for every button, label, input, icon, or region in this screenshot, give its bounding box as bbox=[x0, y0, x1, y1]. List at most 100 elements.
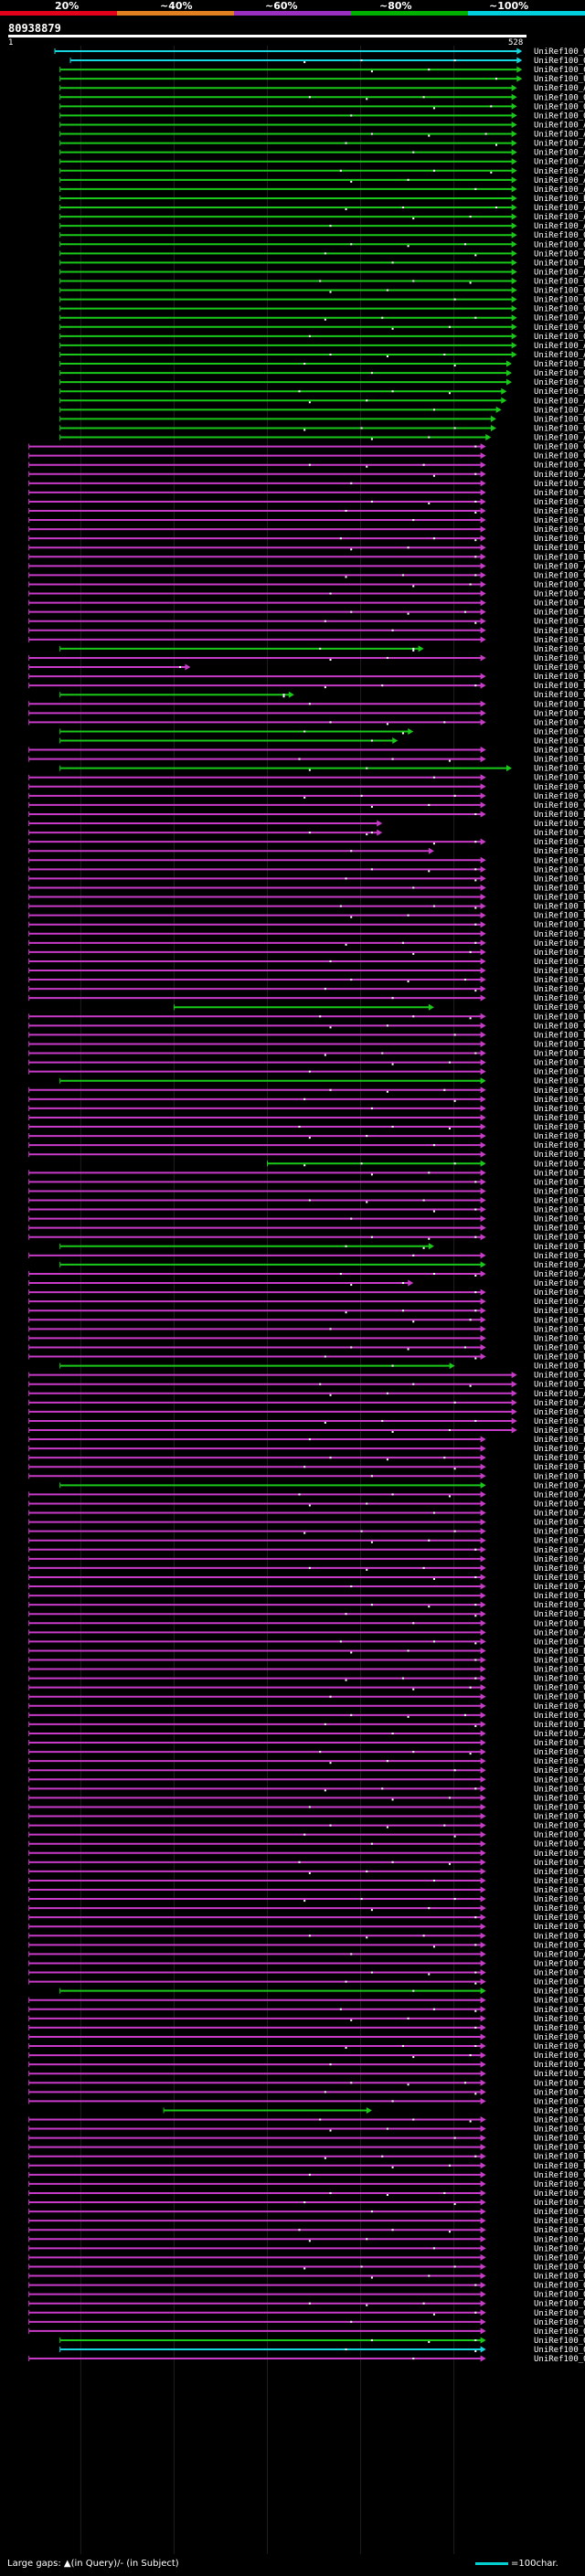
hit-row[interactable]: UniRef100_A9TQD7 bbox=[59, 406, 585, 415]
hit-label[interactable]: UniRef100_A7L2S9 bbox=[534, 131, 585, 140]
hit-label[interactable]: UniRef100_A9RI36 bbox=[534, 1298, 585, 1307]
hit-label[interactable]: UniRef100_Q8GUD4 bbox=[534, 2282, 585, 2291]
hit-label[interactable]: UniRef100_UPI000... bbox=[534, 654, 585, 663]
hit-row[interactable]: UniRef100_B7TG92 bbox=[28, 1123, 585, 1132]
hit-label[interactable]: UniRef100_B6S321 bbox=[534, 682, 585, 691]
hit-label[interactable]: UniRef100_Q2Q966 bbox=[534, 1941, 585, 1950]
hit-label[interactable]: UniRef100_A4FT67 bbox=[534, 985, 585, 994]
hit-label[interactable]: UniRef100_B8XQZ1 bbox=[534, 1610, 585, 1619]
hit-row[interactable]: UniRef100_Q64ZY9 bbox=[59, 305, 585, 314]
hit-row[interactable]: UniRef100_Q41111 bbox=[69, 57, 585, 66]
hit-label[interactable]: UniRef100_Q9FE22 bbox=[534, 1859, 585, 1868]
hit-row[interactable]: UniRef100_A9P5B5 bbox=[59, 397, 585, 406]
hit-row[interactable]: UniRef100_Q8GUD0 bbox=[28, 2300, 585, 2309]
hit-row[interactable]: UniRef100_Q41189 bbox=[28, 2355, 585, 2364]
hit-row[interactable]: UniRef100_Q8GUE0 bbox=[28, 1895, 585, 1904]
hit-label[interactable]: UniRef100_UPI000... bbox=[534, 1739, 585, 1748]
hit-row[interactable]: UniRef100_A7P0M0 bbox=[28, 2253, 585, 2263]
hit-label[interactable]: UniRef100_P29287 bbox=[534, 1592, 585, 1601]
hit-row[interactable]: UniRef100_Q9M3R3 bbox=[59, 765, 585, 774]
hit-label[interactable]: UniRef100_B7TG64 bbox=[534, 1059, 585, 1068]
hit-row[interactable]: UniRef100_Q2UQJ1 bbox=[28, 1087, 585, 1096]
hit-label[interactable]: UniRef100_Q39386 bbox=[534, 369, 585, 378]
hit-label[interactable]: UniRef100_C6FBK0 bbox=[534, 1215, 585, 1224]
hit-row[interactable]: UniRef100_C0E9D9 bbox=[28, 709, 585, 718]
hit-row[interactable]: UniRef100_Q8GUD1 bbox=[28, 2033, 585, 2042]
hit-label[interactable]: UniRef100_Q7FPL3 bbox=[534, 1904, 585, 1913]
hit-row[interactable]: UniRef100_B4G1M1 bbox=[28, 636, 585, 645]
hit-label[interactable]: UniRef100_A7P0N2 bbox=[534, 1270, 585, 1279]
hit-label[interactable]: UniRef100_Q1H4H3 bbox=[534, 287, 585, 296]
hit-label[interactable]: UniRef100_Q5QN22 bbox=[534, 627, 585, 636]
hit-label[interactable]: UniRef100_B7TFJ6 bbox=[534, 921, 585, 930]
hit-row[interactable]: UniRef100_B8Y3W6 bbox=[28, 847, 585, 856]
hit-label[interactable]: UniRef100_Q41347 bbox=[534, 2199, 585, 2208]
hit-row[interactable]: UniRef100_Q7S0L8 bbox=[28, 2171, 585, 2180]
hit-row[interactable]: UniRef100_B7TG72 bbox=[28, 1206, 585, 1215]
hit-row[interactable]: UniRef100_B4FK00 bbox=[28, 1472, 585, 1481]
hit-row[interactable]: UniRef100_Q6S55L bbox=[28, 2217, 585, 2226]
hit-row[interactable]: UniRef100_Q2LNQ0 bbox=[28, 1932, 585, 1941]
hit-label[interactable]: UniRef100_Q2XFW2 bbox=[534, 2189, 585, 2199]
hit-row[interactable]: UniRef100_Q5G141 bbox=[28, 774, 585, 783]
hit-label[interactable]: UniRef100_Q7VF38 bbox=[534, 1160, 585, 1169]
hit-label[interactable]: UniRef100_B8X041 bbox=[534, 1353, 585, 1362]
hit-row[interactable]: UniRef100_Q6JV12 bbox=[28, 1528, 585, 1537]
hit-label[interactable]: UniRef100_B9S697 bbox=[534, 1978, 585, 1988]
hit-label[interactable]: UniRef100_B7TFI7 bbox=[534, 958, 585, 967]
hit-row[interactable]: UniRef100_B7TG71 bbox=[28, 1012, 585, 1022]
hit-row[interactable]: UniRef100_A2X854 bbox=[28, 562, 585, 571]
hit-label[interactable]: UniRef100_Q9FE21 bbox=[534, 1868, 585, 1877]
hit-row[interactable]: UniRef100_B9ABD0 bbox=[28, 1564, 585, 1574]
hit-row[interactable]: UniRef100_B7TG80 bbox=[28, 1178, 585, 1187]
hit-row[interactable]: UniRef100_B7TFL4 bbox=[28, 756, 585, 765]
hit-row[interactable]: UniRef100_Q8GUD4 bbox=[28, 2282, 585, 2291]
hit-row[interactable]: UniRef100_B9S6N6 bbox=[28, 1693, 585, 1702]
hit-row[interactable]: UniRef100_Q6PX14 bbox=[59, 296, 585, 305]
hit-label[interactable]: UniRef100_Q9SUR4 bbox=[534, 1454, 585, 1463]
hit-label[interactable]: UniRef100_Q5VK05 bbox=[534, 240, 585, 249]
hit-label[interactable]: UniRef100_Q41111 bbox=[534, 57, 585, 66]
hit-row[interactable]: UniRef100_B7TG81 bbox=[28, 1141, 585, 1150]
hit-label[interactable]: UniRef100_P42759 bbox=[534, 599, 585, 609]
hit-label[interactable]: UniRef100_Q9ZRZ5 bbox=[534, 1372, 585, 1381]
hit-label[interactable]: UniRef100_Q23957 bbox=[534, 2051, 585, 2061]
hit-label[interactable]: UniRef100_Q41186 bbox=[534, 2226, 585, 2235]
hit-row[interactable]: UniRef100_B9J220 bbox=[28, 1657, 585, 1666]
hit-row[interactable]: UniRef100_Q5G0W7 bbox=[28, 865, 585, 875]
hit-label[interactable]: UniRef100_A9X1M6 bbox=[534, 1628, 585, 1638]
hit-label[interactable]: UniRef100_Q7S0T6 bbox=[534, 1519, 585, 1528]
hit-row[interactable]: UniRef100_B7U0Z2 bbox=[59, 1077, 585, 1087]
hit-label[interactable]: UniRef100_B7TFI1 bbox=[534, 949, 585, 958]
hit-label[interactable]: UniRef100_Q8GUD8 bbox=[534, 2309, 585, 2318]
hit-row[interactable]: UniRef100_C6KXD8 bbox=[28, 461, 585, 471]
hit-label[interactable]: UniRef100_B7TG71 bbox=[534, 1012, 585, 1022]
hit-label[interactable]: UniRef100_C5Y1C0 bbox=[534, 838, 585, 847]
hit-row[interactable]: UniRef100_Q8SRR8 bbox=[28, 1417, 585, 1426]
hit-label[interactable]: UniRef100_Q2Q634 bbox=[534, 2144, 585, 2153]
hit-row[interactable]: UniRef100_Q71VK0 bbox=[59, 323, 585, 333]
hit-row[interactable]: UniRef100_Q23957 bbox=[28, 2051, 585, 2061]
hit-label[interactable]: UniRef100_B8Y3W6 bbox=[534, 847, 585, 856]
hit-row[interactable]: UniRef100_Q5ZTR5 bbox=[28, 1343, 585, 1352]
hit-label[interactable]: UniRef100_Q8GUD5 bbox=[534, 2291, 585, 2300]
hit-row[interactable]: UniRef100_A9PI59 bbox=[59, 1261, 585, 1270]
hit-label[interactable]: UniRef100_Q6L8H6 bbox=[534, 2006, 585, 2015]
hit-row[interactable]: UniRef100_Q6RA28 bbox=[28, 618, 585, 627]
hit-row[interactable]: UniRef100_B8X043 bbox=[28, 875, 585, 884]
hit-row[interactable]: UniRef100_Q8GUD6 bbox=[28, 2125, 585, 2135]
hit-row[interactable]: UniRef100_B6S321 bbox=[28, 682, 585, 691]
hit-label[interactable]: UniRef100_A7L2T9 bbox=[534, 140, 585, 149]
hit-row[interactable]: UniRef100_B7TG64 bbox=[28, 1059, 585, 1068]
hit-row[interactable]: UniRef100_Q3XE95 bbox=[59, 333, 585, 342]
hit-row[interactable]: UniRef100_Q5G135 bbox=[28, 783, 585, 792]
hit-label[interactable]: UniRef100_B6V9P4 bbox=[534, 1619, 585, 1628]
hit-label[interactable]: UniRef100_Q8YYU0 bbox=[534, 691, 585, 700]
hit-label[interactable]: UniRef100_Q7V045 bbox=[534, 663, 585, 673]
hit-row[interactable]: UniRef100_A7P0N2 bbox=[28, 1270, 585, 1279]
hit-row[interactable]: UniRef100_A9X1M5 bbox=[28, 1546, 585, 1555]
hit-row[interactable]: UniRef100_Q8GUD8 bbox=[28, 2309, 585, 2318]
hit-row[interactable]: UniRef100_Q6X5R4 bbox=[28, 489, 585, 498]
hit-label[interactable]: UniRef100_C1JEH3 bbox=[534, 1252, 585, 1261]
hit-label[interactable]: UniRef100_Q2UFY2 bbox=[534, 1794, 585, 1803]
